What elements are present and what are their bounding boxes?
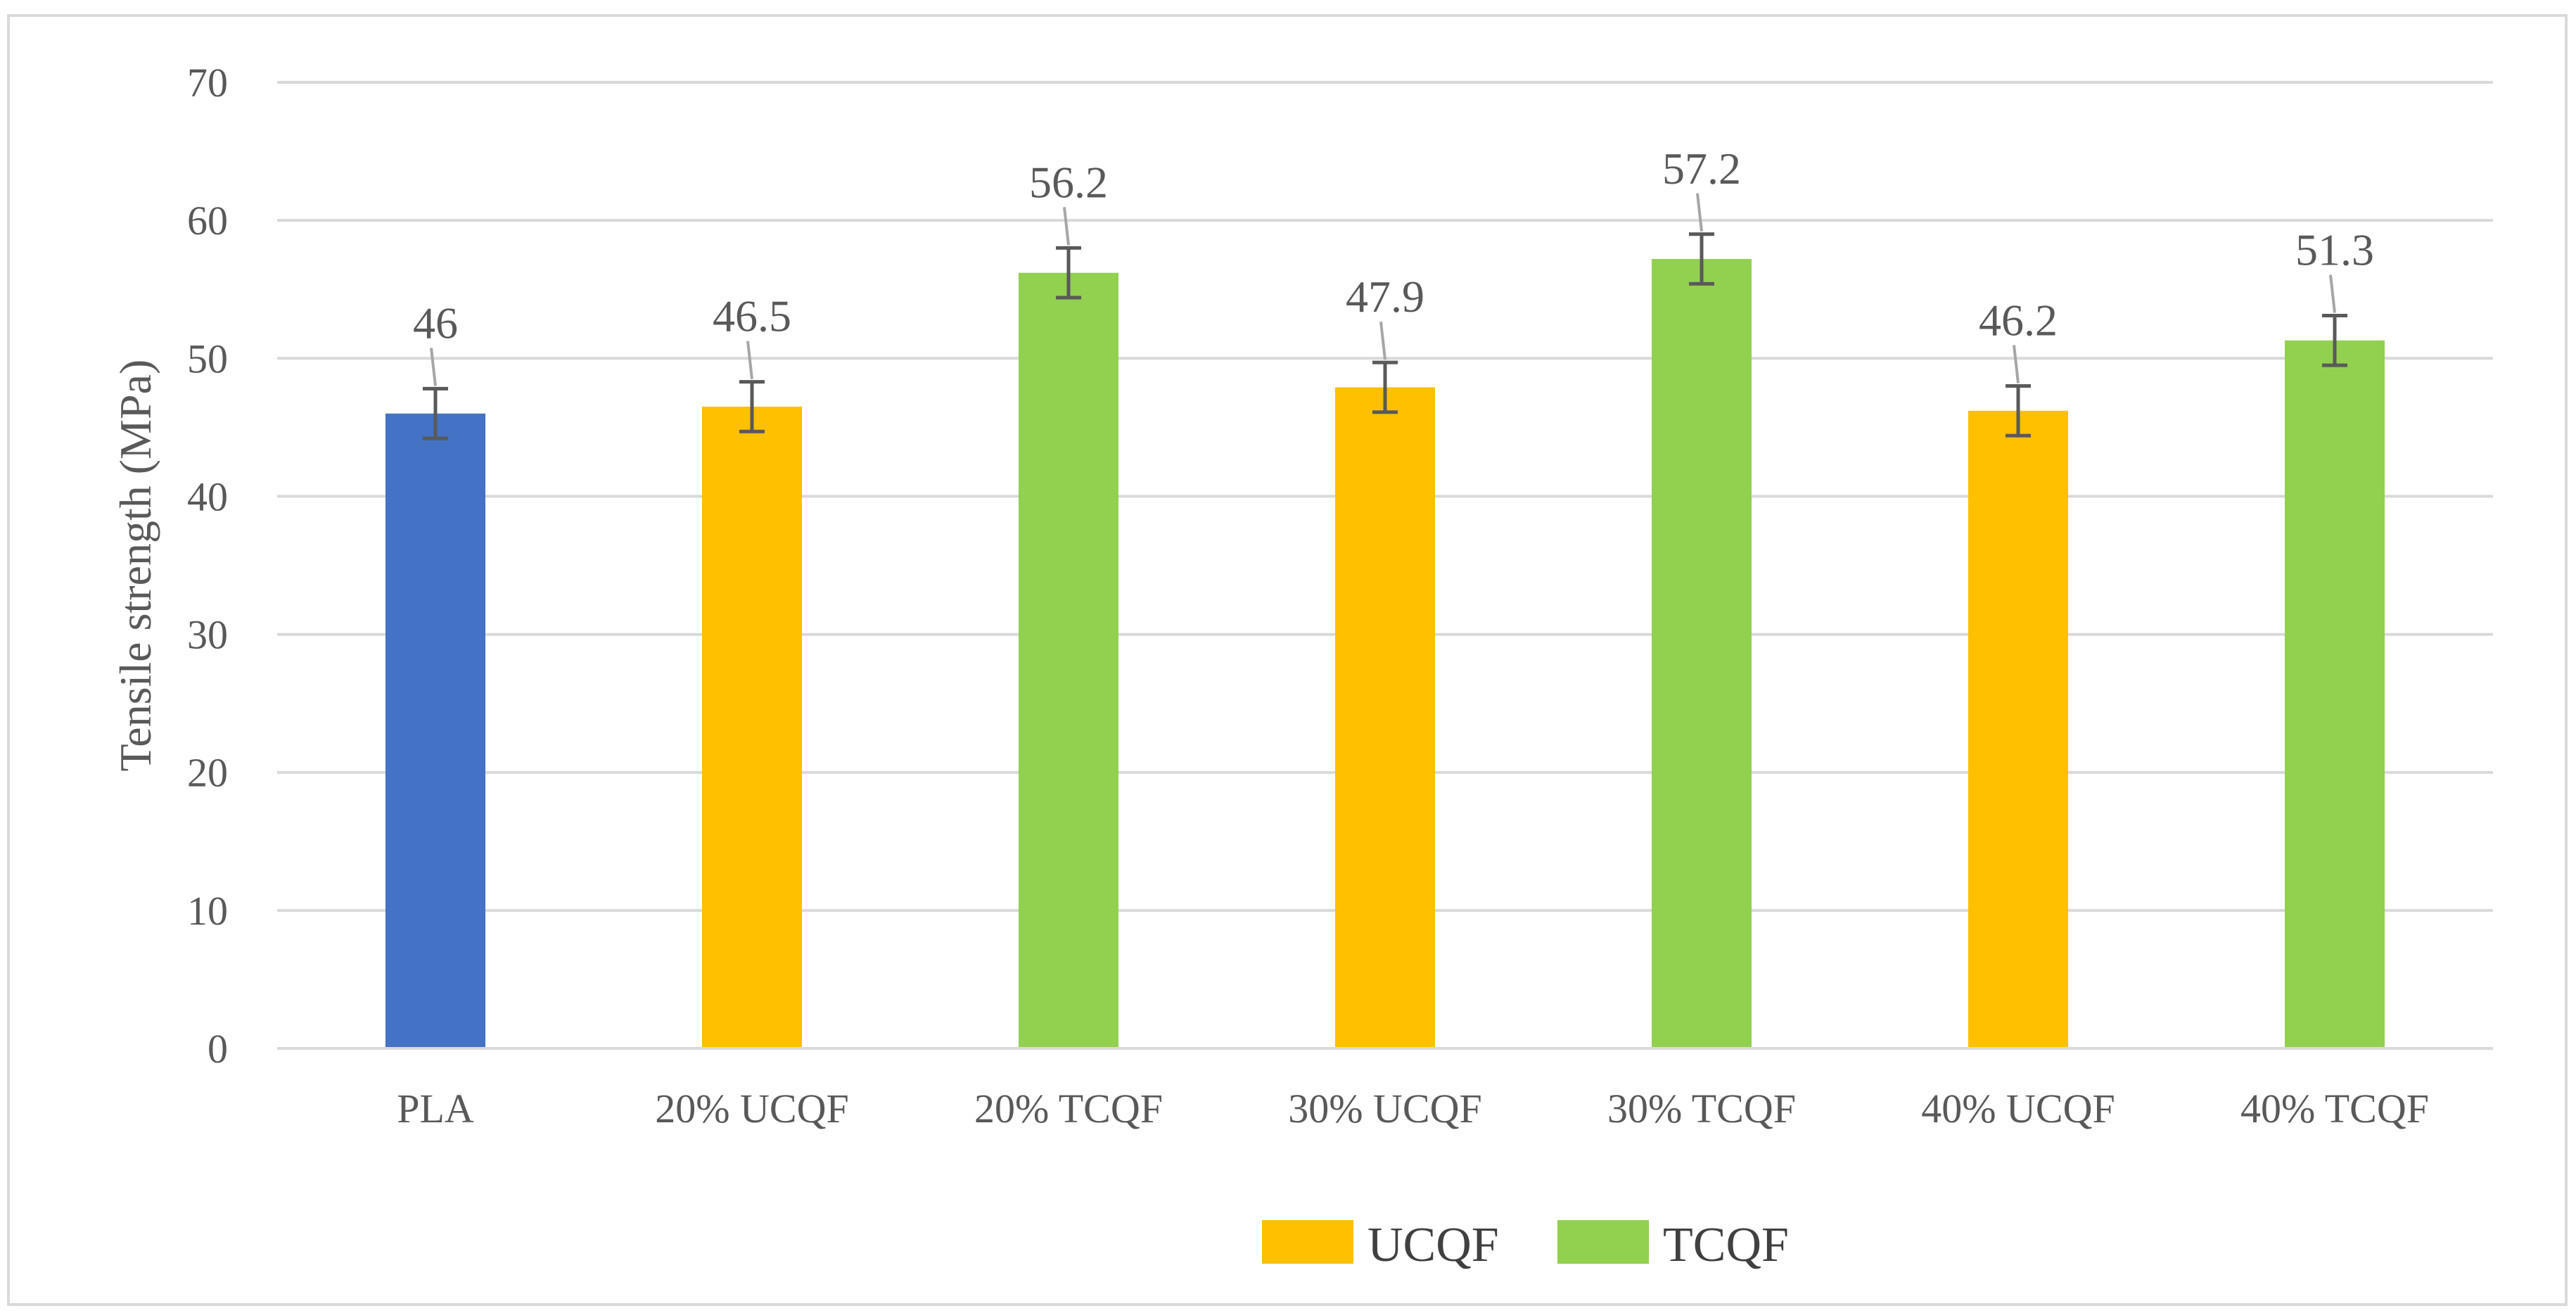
data-label-leader [1063, 207, 1070, 246]
legend-label: TCQF [1663, 1218, 1789, 1272]
error-bar [423, 386, 448, 440]
y-axis-ticks: 0 10 20 30 40 50 60 70 [187, 60, 228, 1072]
data-label: 47.9 [1346, 272, 1424, 322]
bar-30-ucqf [1335, 387, 1435, 1048]
x-tick-label: PLA [397, 1086, 474, 1131]
error-bar [2006, 384, 2031, 438]
error-bar [2322, 313, 2347, 367]
error-bar [1056, 246, 1081, 300]
y-tick-label: 0 [208, 1026, 228, 1072]
y-tick-label: 20 [187, 750, 228, 796]
y-tick-label: 50 [187, 336, 228, 381]
x-tick-label: 20% TCQF [974, 1086, 1163, 1131]
bar-20-ucqf [702, 406, 802, 1048]
legend-swatch [1262, 1220, 1353, 1264]
y-axis-title: Tensile strength (MPa) [110, 360, 160, 772]
x-axis-ticks: PLA 20% UCQF 20% TCQF 30% UCQF 30% TCQF 40% U… [397, 1086, 2429, 1131]
x-tick-label: 40% TCQF [2240, 1086, 2429, 1131]
error-bar [739, 380, 765, 433]
error-bars [423, 232, 2347, 440]
bar-30-tcqf [1652, 259, 1752, 1048]
y-tick-label: 10 [187, 888, 228, 934]
x-tick-label: 20% UCQF [655, 1086, 849, 1131]
x-tick-label: 40% UCQF [1921, 1086, 2115, 1131]
bar-pla [385, 413, 485, 1048]
data-label: 51.3 [2295, 224, 2374, 274]
data-label-leader [2013, 345, 2020, 383]
y-tick-label: 60 [187, 198, 228, 243]
data-label-leader [1379, 321, 1386, 360]
bar-40-ucqf [1968, 410, 2068, 1048]
bar-20-tcqf [1019, 272, 1118, 1049]
x-tick-label: 30% UCQF [1288, 1086, 1482, 1131]
data-label: 46.2 [1979, 296, 2058, 345]
chart-frame: 0 10 20 30 40 50 60 70 46 46.5 56.2 47.9 57.2 46.2 51… [7, 14, 2568, 1306]
data-label-leader [1696, 193, 1703, 231]
data-label-leader [2329, 274, 2336, 313]
y-tick-label: 70 [187, 60, 228, 106]
data-label: 46.5 [713, 291, 791, 341]
legend: UCQF TCQF [1262, 1218, 1789, 1272]
bars [385, 259, 2385, 1049]
legend-swatch [1557, 1220, 1649, 1264]
data-label-leader [746, 341, 753, 379]
y-tick-label: 30 [187, 612, 228, 658]
data-label: 46 [413, 298, 458, 348]
error-bar [1372, 360, 1398, 414]
legend-item-ucqf: UCQF [1262, 1218, 1499, 1272]
bar-chart: 0 10 20 30 40 50 60 70 46 46.5 56.2 47.9 57.2 46.2 51… [110, 60, 2493, 1272]
data-label-leader [430, 348, 437, 386]
data-labels: 46 46.5 56.2 47.9 57.2 46.2 51.3 [413, 144, 2374, 386]
bar-40-tcqf [2285, 340, 2385, 1049]
x-tick-label: 30% TCQF [1607, 1086, 1796, 1131]
data-label: 57.2 [1662, 144, 1741, 194]
data-label: 56.2 [1029, 157, 1108, 207]
legend-item-tcqf: TCQF [1557, 1218, 1789, 1272]
y-tick-label: 40 [187, 474, 228, 519]
error-bar [1689, 232, 1714, 286]
legend-label: UCQF [1367, 1218, 1499, 1272]
